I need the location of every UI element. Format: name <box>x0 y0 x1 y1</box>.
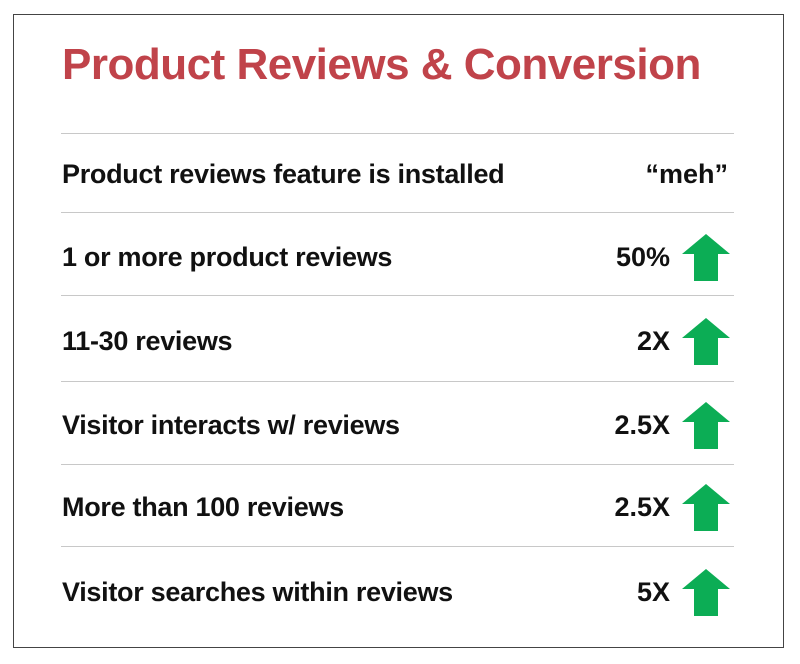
stat-value: 2X <box>636 325 670 356</box>
stat-row: Product reviews feature is installed “me… <box>62 150 730 198</box>
stat-value: 5X <box>636 576 670 607</box>
stat-value: 2.5X <box>614 491 670 522</box>
stat-label: 1 or more product reviews <box>62 241 393 272</box>
divider <box>61 212 734 213</box>
stat-row: 11-30 reviews 2X <box>62 316 730 366</box>
up-arrow-icon <box>682 568 730 616</box>
stat-label: Product reviews feature is installed <box>62 158 505 189</box>
divider <box>61 133 734 134</box>
stat-label: More than 100 reviews <box>62 491 344 522</box>
divider <box>61 381 734 382</box>
stat-value-group: 2.5X <box>614 401 730 449</box>
infographic-frame <box>13 14 784 648</box>
stat-row: More than 100 reviews 2.5X <box>62 482 730 532</box>
stat-value-group: 2X <box>636 317 730 365</box>
stat-row: Visitor interacts w/ reviews 2.5X <box>62 400 730 450</box>
divider <box>61 464 734 465</box>
stat-label: Visitor interacts w/ reviews <box>62 409 400 440</box>
page-title: Product Reviews & Conversion <box>62 40 701 89</box>
stat-value: 50% <box>615 241 670 272</box>
stat-value: “meh” <box>645 158 728 189</box>
stat-row: Visitor searches within reviews 5X <box>62 567 730 617</box>
up-arrow-icon <box>682 483 730 531</box>
up-arrow-icon <box>682 401 730 449</box>
divider <box>61 546 734 547</box>
stat-label: Visitor searches within reviews <box>62 576 453 607</box>
stat-value-group: 50% <box>615 233 730 281</box>
stat-row: 1 or more product reviews 50% <box>62 232 730 282</box>
stat-value-group: 5X <box>636 568 730 616</box>
up-arrow-icon <box>682 233 730 281</box>
stat-value-group: 2.5X <box>614 483 730 531</box>
divider <box>61 295 734 296</box>
stat-label: 11-30 reviews <box>62 325 233 356</box>
stat-value: 2.5X <box>614 409 670 440</box>
up-arrow-icon <box>682 317 730 365</box>
